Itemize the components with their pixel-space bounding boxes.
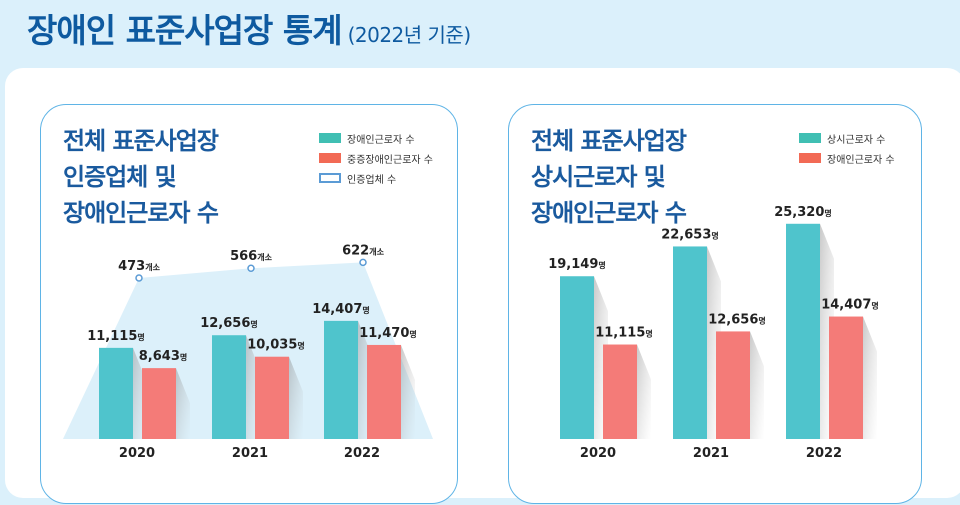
data-label: 12,656명 [708,312,766,327]
data-label: 8,643명 [139,349,188,364]
data-label: 14,407명 [821,298,879,313]
data-label: 19,149명 [548,257,606,272]
data-label: 11,470명 [359,326,417,341]
page-subtitle: (2022년 기준) [347,23,472,47]
bar-teal-2020 [560,276,594,439]
legend-swatch-red [799,153,821,163]
legend-swatch-teal [799,133,821,143]
legend-item: 중증장애인근로자 수 [319,148,433,168]
data-label: 14,407명 [312,302,370,317]
marker-circle [359,258,367,267]
x-tick-label: 2021 [693,446,729,461]
bar-red-2021 [255,356,289,439]
legend-label: 인증업체 수 [347,174,397,186]
data-label: 566개소 [230,249,273,264]
legend-label: 중증장애인근로자 수 [347,154,433,166]
bar-shadow [176,368,190,439]
chart-title: 전체 표준사업장 인증업체 및 장애인근로자 수 [63,123,219,231]
chart-title-line: 인증업체 및 [63,163,177,191]
data-label: 25,320명 [774,205,832,220]
bar-shadow [289,356,303,439]
legend-label: 상시근로자 수 [827,134,886,146]
legend: 상시근로자 수 장애인근로자 수 [799,128,895,168]
bar-teal-2022 [786,223,820,439]
data-label: 22,653명 [661,227,719,242]
chart-plot: 11,115명 8,643명 2020 12,656명 10,035명 2021 14,40… [63,243,433,461]
chart-plot: 19,149명 11,115명 2020 22,653명 12,656명 2021 25,3… [548,205,879,461]
legend-swatch-teal [319,133,341,143]
bar-teal-2021 [673,246,707,439]
bar-shadow [637,344,651,439]
data-label: 11,115명 [595,326,653,341]
bar-teal-2020 [99,347,133,439]
page-title-text: 장애인 표준사업장 통계 [27,11,343,50]
bar-teal-2021 [212,335,246,439]
x-tick-label: 2020 [119,446,155,461]
x-tick-label: 2021 [232,446,268,461]
bar-red-2022 [367,344,401,439]
x-tick-label: 2022 [344,446,380,461]
bar-red-2021 [716,331,750,439]
legend: 장애인근로자 수 중증장애인근로자 수 인증업체 수 [319,128,433,188]
chart-title-line: 전체 표준사업장 [63,127,219,155]
legend-label: 장애인근로자 수 [347,134,415,146]
data-label: 10,035명 [247,338,305,353]
x-tick-label: 2020 [580,446,616,461]
marker-circle [247,264,255,272]
data-label: 622개소 [342,243,385,258]
data-label: 12,656명 [200,316,258,331]
bar-shadow [863,316,877,439]
bar-red-2020 [142,368,176,439]
chart-card-regular-workers: 전체 표준사업장 상시근로자 및 장애인근로자 수 상시근로자 수 장애인근로자… [508,104,922,504]
legend-item: 장애인근로자 수 [319,128,433,148]
chart-card-certified-companies: 전체 표준사업장 인증업체 및 장애인근로자 수 장애인근로자 수 중증장애인근… [40,104,458,504]
legend-label: 장애인근로자 수 [827,154,895,166]
x-tick-label: 2022 [806,446,842,461]
marker-circle [135,274,143,282]
legend-item: 장애인근로자 수 [799,148,895,168]
chart-title: 전체 표준사업장 상시근로자 및 장애인근로자 수 [531,123,687,231]
bar-shadow [401,344,415,439]
legend-swatch-outline [319,173,341,183]
legend-item: 상시근로자 수 [799,128,895,148]
chart-title-line: 장애인근로자 수 [531,199,687,227]
data-label: 473개소 [118,259,161,274]
bar-red-2022 [829,316,863,439]
page-title: 장애인 표준사업장 통계 (2022년 기준) [27,4,471,52]
chart-title-line: 전체 표준사업장 [531,127,687,155]
legend-swatch-red [319,153,341,163]
bar-teal-2022 [324,320,358,439]
chart-title-line: 장애인근로자 수 [63,199,219,227]
bar-shadow [750,331,764,439]
chart-title-line: 상시근로자 및 [531,163,666,191]
data-label: 11,115명 [87,329,145,344]
legend-item: 인증업체 수 [319,168,433,188]
bar-red-2020 [603,344,637,439]
